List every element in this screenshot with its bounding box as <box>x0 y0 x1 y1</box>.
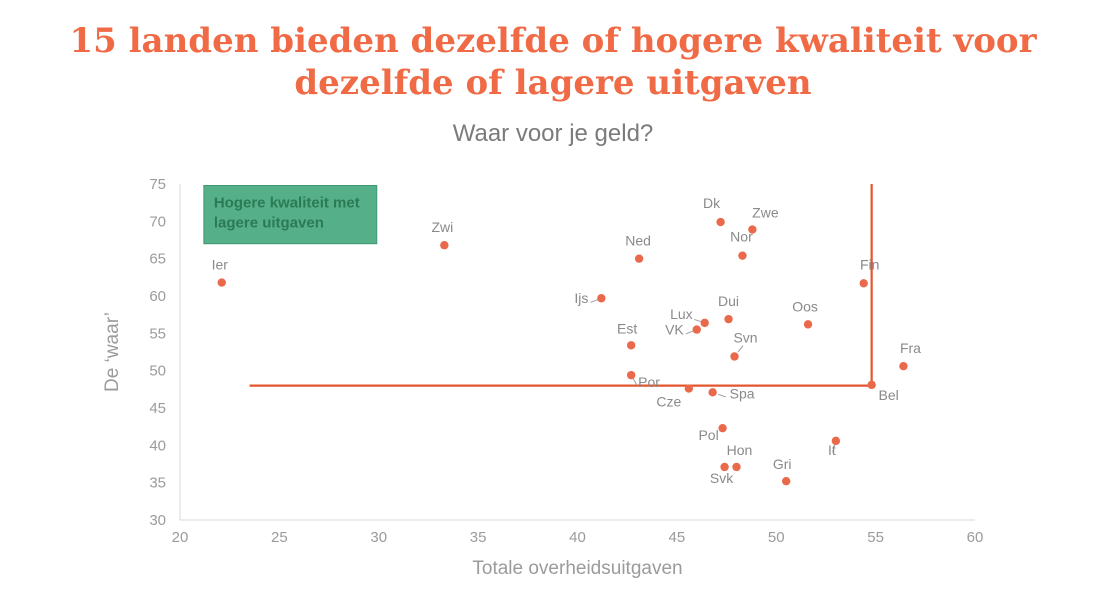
chart-subtitle: Waar voor je geld? <box>452 120 654 148</box>
data-point-VK <box>692 325 701 334</box>
data-point-label-Ned: Ned <box>625 233 651 249</box>
scatter-plot: 20 25 30 35 40 45 50 55 60 30 35 40 45 50 55 60 65 70 75 Ho… <box>102 176 984 579</box>
data-point-label-Cze: Cze <box>656 394 681 410</box>
annotation-text: lagere uitgaven <box>214 214 324 231</box>
x-tick-label: 35 <box>470 529 487 546</box>
data-point-label-Hon: Hon <box>727 442 753 458</box>
data-point-Fra <box>899 361 908 371</box>
data-point-Ned <box>634 254 644 263</box>
x-tick-label: 50 <box>768 529 785 546</box>
data-point-Oos <box>803 320 813 329</box>
label-connector-It <box>832 444 836 453</box>
data-point-label-Oos: Oos <box>792 298 818 314</box>
annotation-box <box>203 184 378 245</box>
data-point-label-Dk: Dk <box>703 195 721 211</box>
y-tick-label: 60 <box>149 288 166 305</box>
y-tick-label: 35 <box>149 475 166 492</box>
label-connector-Por <box>632 378 638 386</box>
x-tick-label: 60 <box>967 529 984 546</box>
data-point-label-Bel: Bel <box>879 387 899 403</box>
data-point-Hon <box>732 462 741 472</box>
x-tick-label: 55 <box>867 529 884 546</box>
data-point-Fin <box>859 279 868 288</box>
data-point-Ier <box>217 278 226 287</box>
y-tick-label: 40 <box>149 437 166 454</box>
data-point-Zwe <box>748 225 757 234</box>
annotation-text: Hogere kwaliteit met <box>214 194 360 211</box>
x-tick-label: 45 <box>669 529 686 546</box>
label-connector-Spa <box>718 393 726 398</box>
data-point-label-Est: Est <box>617 320 637 336</box>
data-point-Por <box>626 370 636 380</box>
label-connector-VK <box>685 330 694 335</box>
data-point-Gri <box>781 476 791 486</box>
label-connector-Lux <box>694 318 703 323</box>
data-point-label-Lux: Lux <box>670 306 693 322</box>
data-point-Cze <box>684 384 693 393</box>
data-point-label-Pol: Pol <box>698 427 718 443</box>
data-point-It <box>831 436 841 446</box>
data-point-Spa <box>708 388 717 397</box>
y-tick-label: 65 <box>149 251 166 268</box>
data-point-label-Svk: Svk <box>710 470 734 486</box>
data-point-label-Ijs: Ijs <box>574 290 588 306</box>
data-point-Ijs <box>597 294 606 303</box>
y-tick-label: 50 <box>149 363 166 380</box>
x-tick-label: 30 <box>370 529 387 546</box>
data-point-label-Fin: Fin <box>860 256 879 272</box>
y-tick-label: 30 <box>149 512 166 529</box>
data-point-label-Spa: Spa <box>730 385 755 401</box>
data-point-Dk <box>716 217 725 227</box>
data-point-Svn <box>730 352 739 361</box>
data-point-label-It: It <box>828 442 836 458</box>
data-point-label-Svn: Svn <box>733 329 757 345</box>
x-tick-label: 25 <box>271 529 288 546</box>
data-point-label-Zwi: Zwi <box>431 219 453 235</box>
data-point-label-Dui: Dui <box>718 293 739 309</box>
data-point-Svk <box>720 462 729 472</box>
page-title: 15 landen bieden dezelfde of hogere kwal… <box>69 21 1037 104</box>
y-tick-label: 75 <box>149 176 166 193</box>
y-axis-title: De ‘waar’ <box>102 312 123 392</box>
y-tick-label: 55 <box>149 325 166 342</box>
data-point-Bel <box>867 380 876 390</box>
data-point-Pol <box>718 423 727 433</box>
data-point-label-Zwe: Zwe <box>752 205 779 221</box>
data-point-label-Nor: Nor <box>730 229 753 245</box>
x-tick-label: 40 <box>569 529 586 546</box>
data-point-label-Fra: Fra <box>900 340 921 356</box>
x-tick-label: 20 <box>172 529 189 546</box>
data-point-label-VK: VK <box>665 322 684 338</box>
data-point-label-Por: Por <box>638 374 660 390</box>
data-point-label-Gri: Gri <box>773 456 792 472</box>
data-point-Est <box>626 341 636 350</box>
data-point-Dui <box>724 314 733 324</box>
x-axis-title: Totale overheidsuitgaven <box>472 558 682 579</box>
y-tick-label: 70 <box>149 213 166 230</box>
data-point-Lux <box>700 318 709 328</box>
data-point-Zwi <box>440 241 449 250</box>
y-tick-label: 45 <box>149 400 166 417</box>
data-point-Nor <box>738 251 747 260</box>
label-connector-Svn <box>737 345 744 353</box>
label-connector-Ijs <box>590 299 599 303</box>
data-point-label-Ier: Ier <box>212 257 229 273</box>
